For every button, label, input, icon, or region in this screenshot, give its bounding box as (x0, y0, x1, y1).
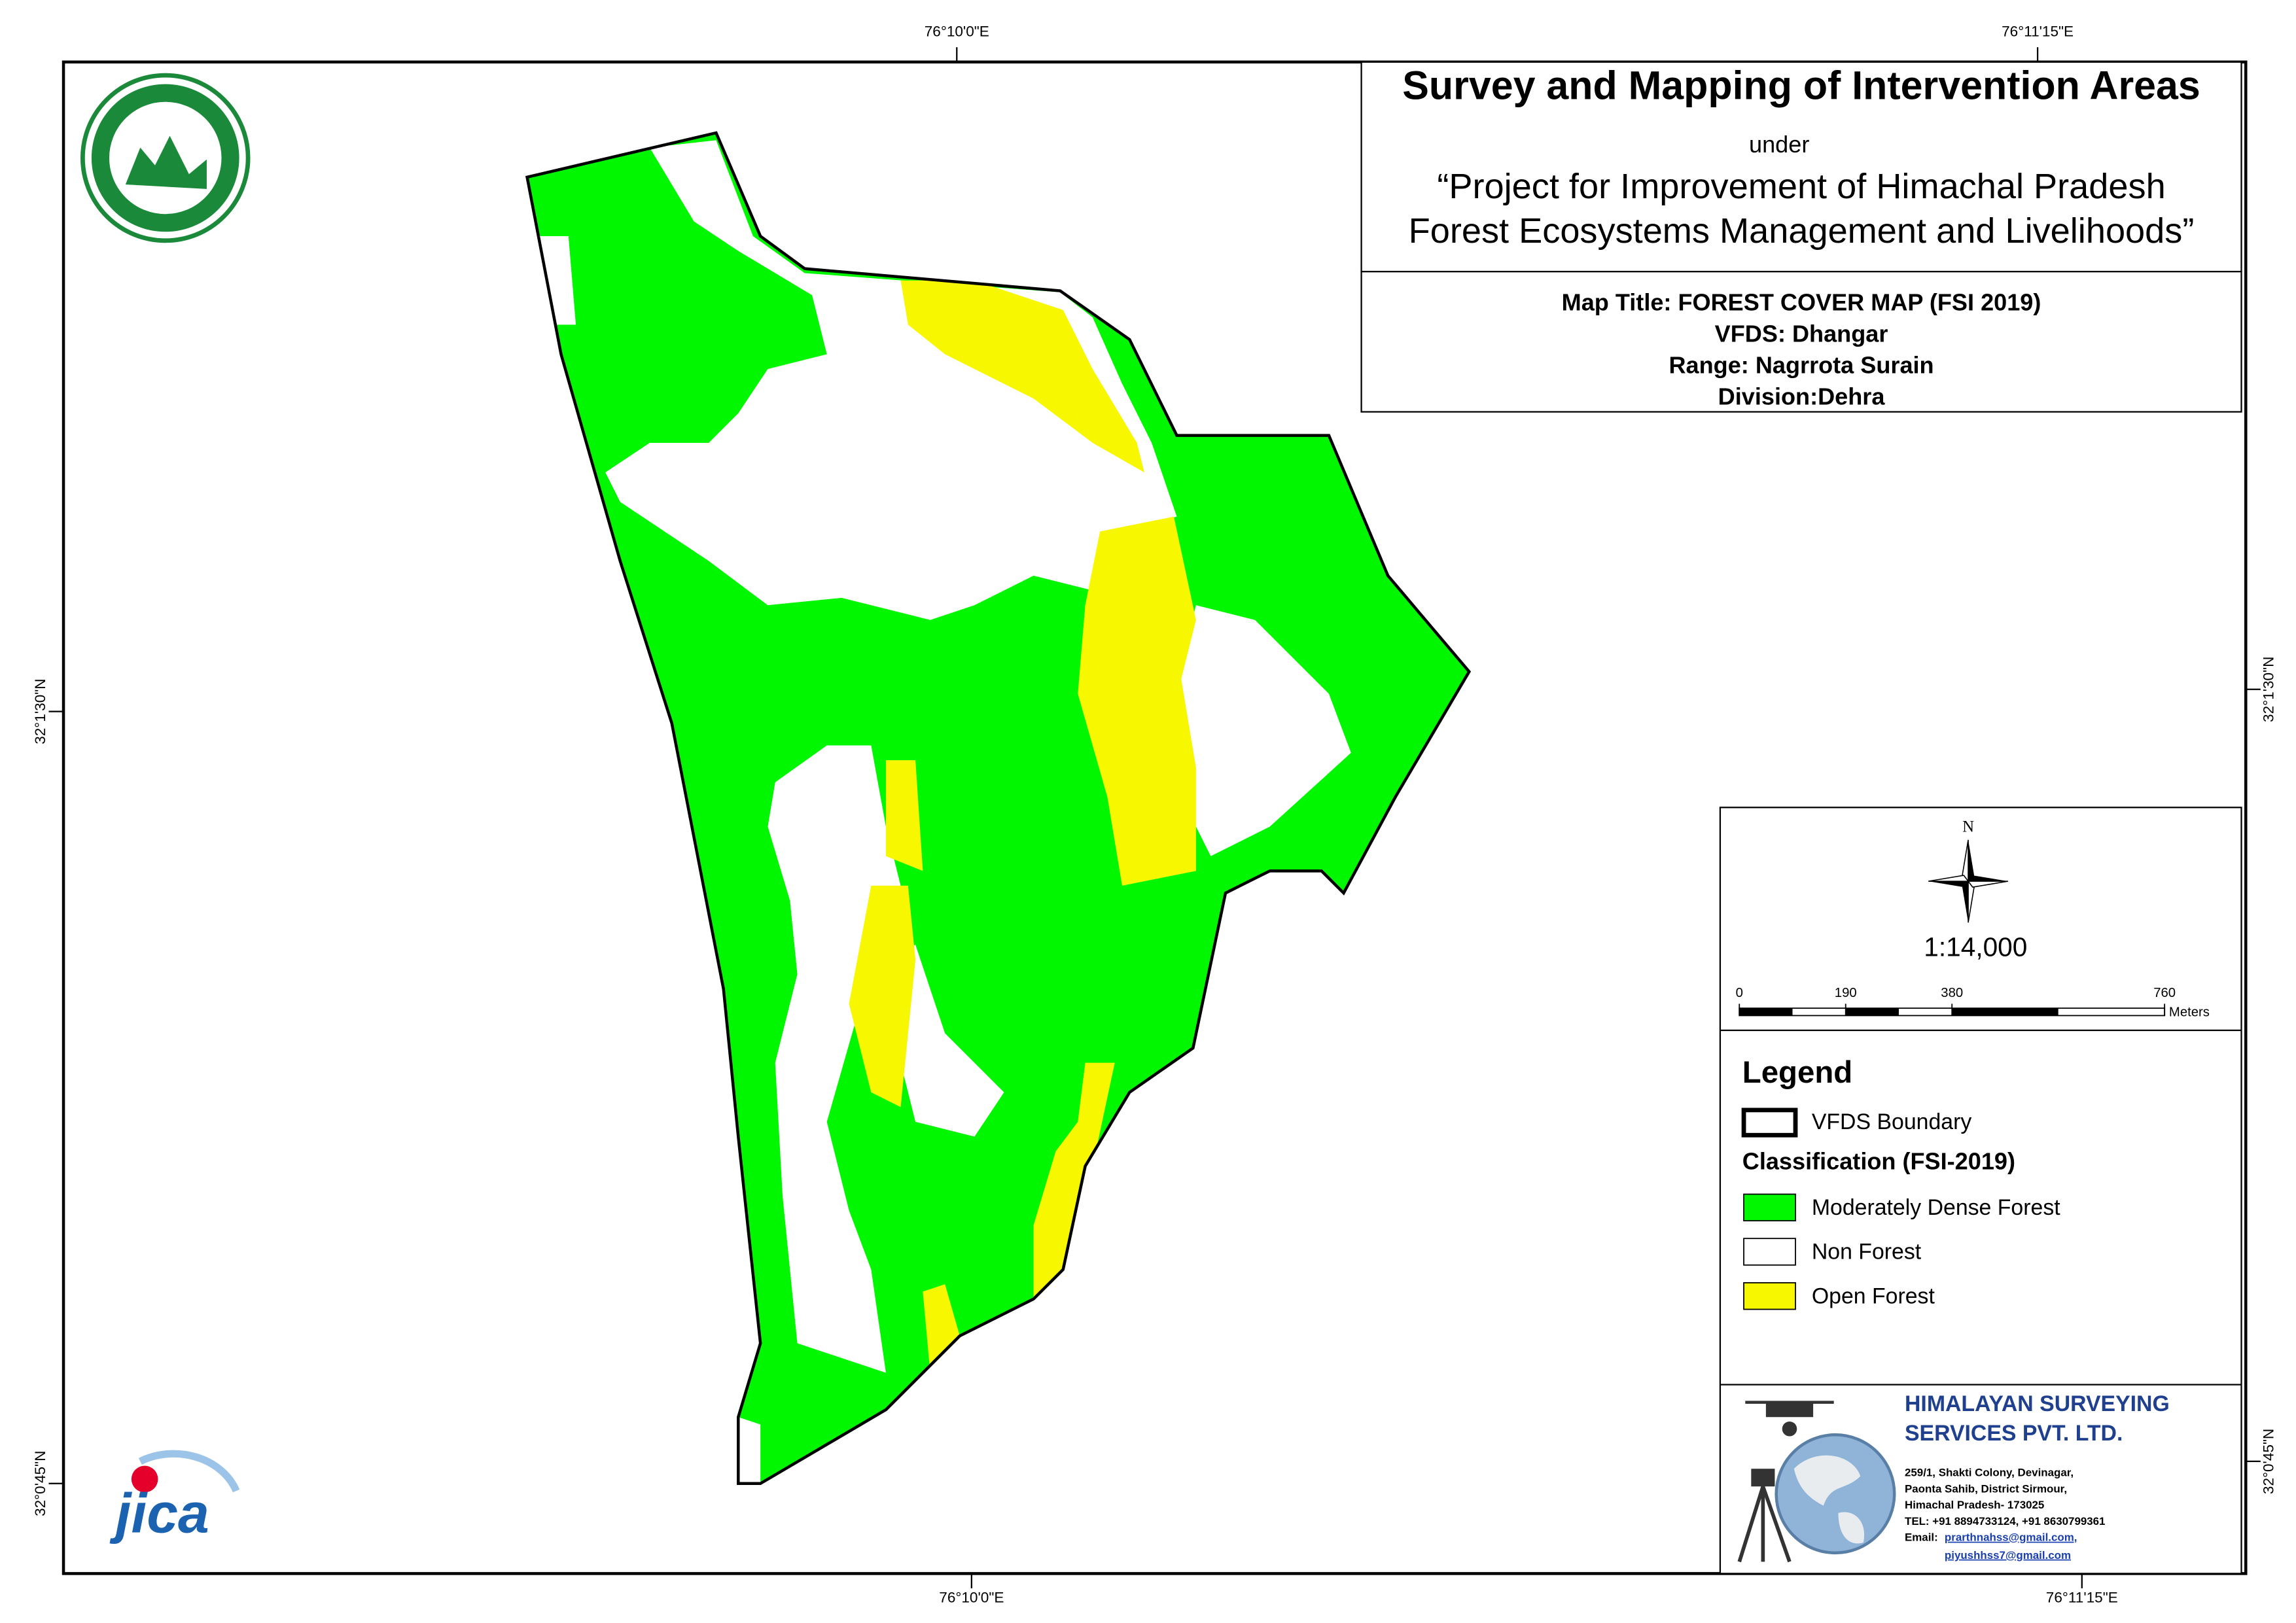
address-line: TEL: +91 8894733124, +91 8630799361 (1905, 1515, 2105, 1527)
legend-swatch (1743, 1282, 1796, 1310)
non-forest-area (738, 1417, 761, 1484)
jica-text: jica (109, 1482, 209, 1544)
title: Survey and Mapping of Intervention Areas (1402, 63, 2200, 107)
scale-bar-label: 380 (1941, 986, 1963, 1000)
company-name: SERVICES PVT. LTD. (1905, 1421, 2123, 1446)
email: prarthnahss@gmail.com, (1945, 1531, 2077, 1544)
scale-bar-segment (1952, 1008, 2058, 1016)
legend-label: VFDS Boundary (1812, 1109, 1972, 1134)
coordinate-label: 32°1'30"N (2260, 657, 2276, 722)
map-info-line: VFDS: Dhangar (1715, 320, 1888, 347)
legend-label: Moderately Dense Forest (1812, 1195, 2060, 1220)
email: piyushhss7@gmail.com (1945, 1549, 2071, 1562)
scale-bar-label: 760 (2153, 986, 2176, 1000)
company-name: HIMALAYAN SURVEYING (1905, 1391, 2170, 1416)
non-forest-area (539, 236, 576, 325)
north-label: N (1962, 818, 1974, 836)
subtitle: under (1749, 131, 1809, 158)
coordinate-label: 76°10'0"E (939, 1590, 1004, 1606)
open-forest-area (900, 280, 1144, 473)
open-forest-area (923, 1284, 960, 1373)
map-info-line: Division:Dehra (1718, 383, 1886, 410)
legend-label: Non Forest (1812, 1240, 1922, 1265)
scale-bar: 0 190 380 760 Meters (1736, 986, 2210, 1019)
forest-department-logo (80, 73, 251, 243)
coordinate-label: 32°0'45"N (2260, 1429, 2276, 1494)
legend-subtitle: Classification (FSI-2019) (1742, 1148, 2015, 1175)
coordinate-label: 32°0'45"N (32, 1451, 48, 1516)
open-forest-area (849, 885, 916, 1108)
surveyor-icon (1737, 1401, 1896, 1563)
address-line: Himachal Pradesh- 173025 (1905, 1499, 2044, 1511)
company-address: 259/1, Shakti Colony, Devinagar, Paonta S… (1905, 1466, 2105, 1527)
project-name: “Project for Improvement of Himachal Pra… (1437, 167, 2165, 206)
legend-label: Open Forest (1812, 1283, 1935, 1308)
non-forest-area (885, 945, 1004, 1137)
non-forest-area (768, 745, 901, 1373)
legend-swatch (1743, 1193, 1796, 1222)
legend-swatch (1743, 1238, 1796, 1266)
north-arrow (1928, 839, 2009, 923)
legend-swatch (1741, 1108, 1798, 1138)
scale-bar-unit: Meters (2169, 1005, 2210, 1019)
scale-bar-label: 0 (1736, 986, 1743, 1000)
coordinate-label: 32°1'30"N (32, 678, 48, 744)
coordinate-label: 76°11'15"E (2046, 1590, 2118, 1606)
map-info-line: Range: Nagrrota Surain (1669, 351, 1934, 378)
scale-text: 1:14,000 (1924, 932, 2027, 962)
scale-bar-segment (1739, 1008, 1793, 1016)
address-line: 259/1, Shakti Colony, Devinagar, (1905, 1466, 2074, 1478)
scale-bar-label: 190 (1835, 986, 1857, 1000)
vfds-boundary (525, 131, 1472, 1486)
legend-items: Moderately Dense Forest Non Forest Open Fo… (1743, 1193, 2060, 1310)
scale-bar-segment (1845, 1008, 1899, 1016)
map-info-line: Map Title: FOREST COVER MAP (FSI 2019) (1562, 288, 2041, 315)
coordinate-label: 76°11'15"E (2002, 24, 2074, 40)
open-forest-area (1078, 516, 1196, 886)
email-label: Email: (1905, 1531, 1938, 1544)
title-box (1360, 61, 2242, 273)
map-info: Map Title: FOREST COVER MAP (FSI 2019) VF… (1562, 288, 2041, 410)
coordinate-label: 76°10'0"E (925, 24, 989, 40)
open-forest-area (1033, 1062, 1115, 1299)
project-name: Forest Ecosystems Management and Livelih… (1409, 211, 2195, 251)
jica-logo: jica (109, 1450, 240, 1544)
info-box (1360, 271, 2242, 413)
address-line: Paonta Sahib, District Sirmour, (1905, 1482, 2067, 1495)
legend-title: Legend (1742, 1055, 1852, 1090)
open-forest-area (885, 760, 923, 871)
non-forest-area (605, 140, 1177, 620)
